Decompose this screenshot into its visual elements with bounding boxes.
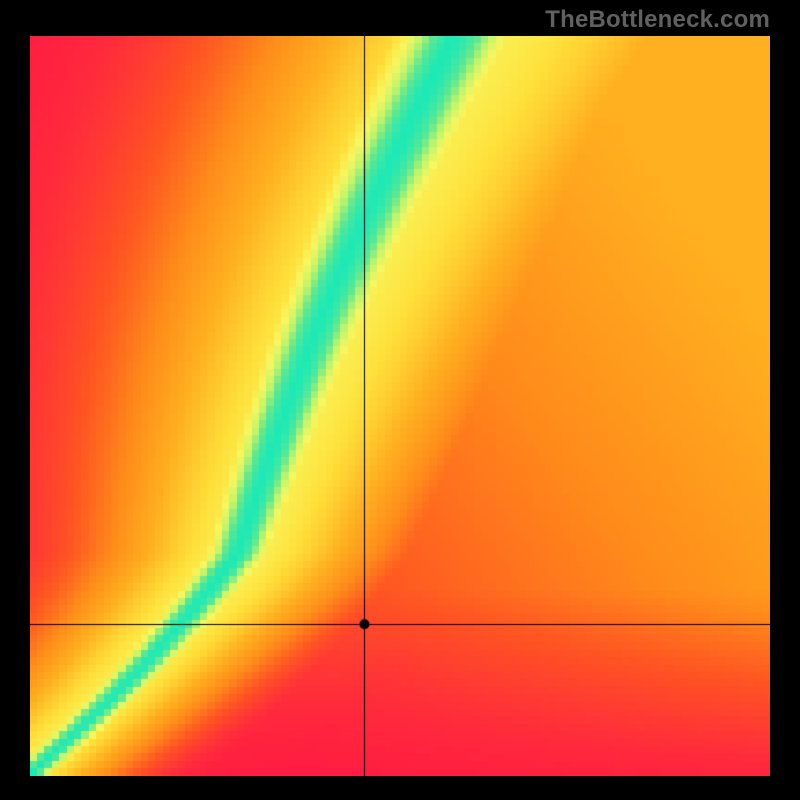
watermark-text: TheBottleneck.com — [545, 6, 770, 34]
chart-container: TheBottleneck.com — [0, 0, 800, 800]
bottleneck-heatmap — [30, 36, 770, 776]
